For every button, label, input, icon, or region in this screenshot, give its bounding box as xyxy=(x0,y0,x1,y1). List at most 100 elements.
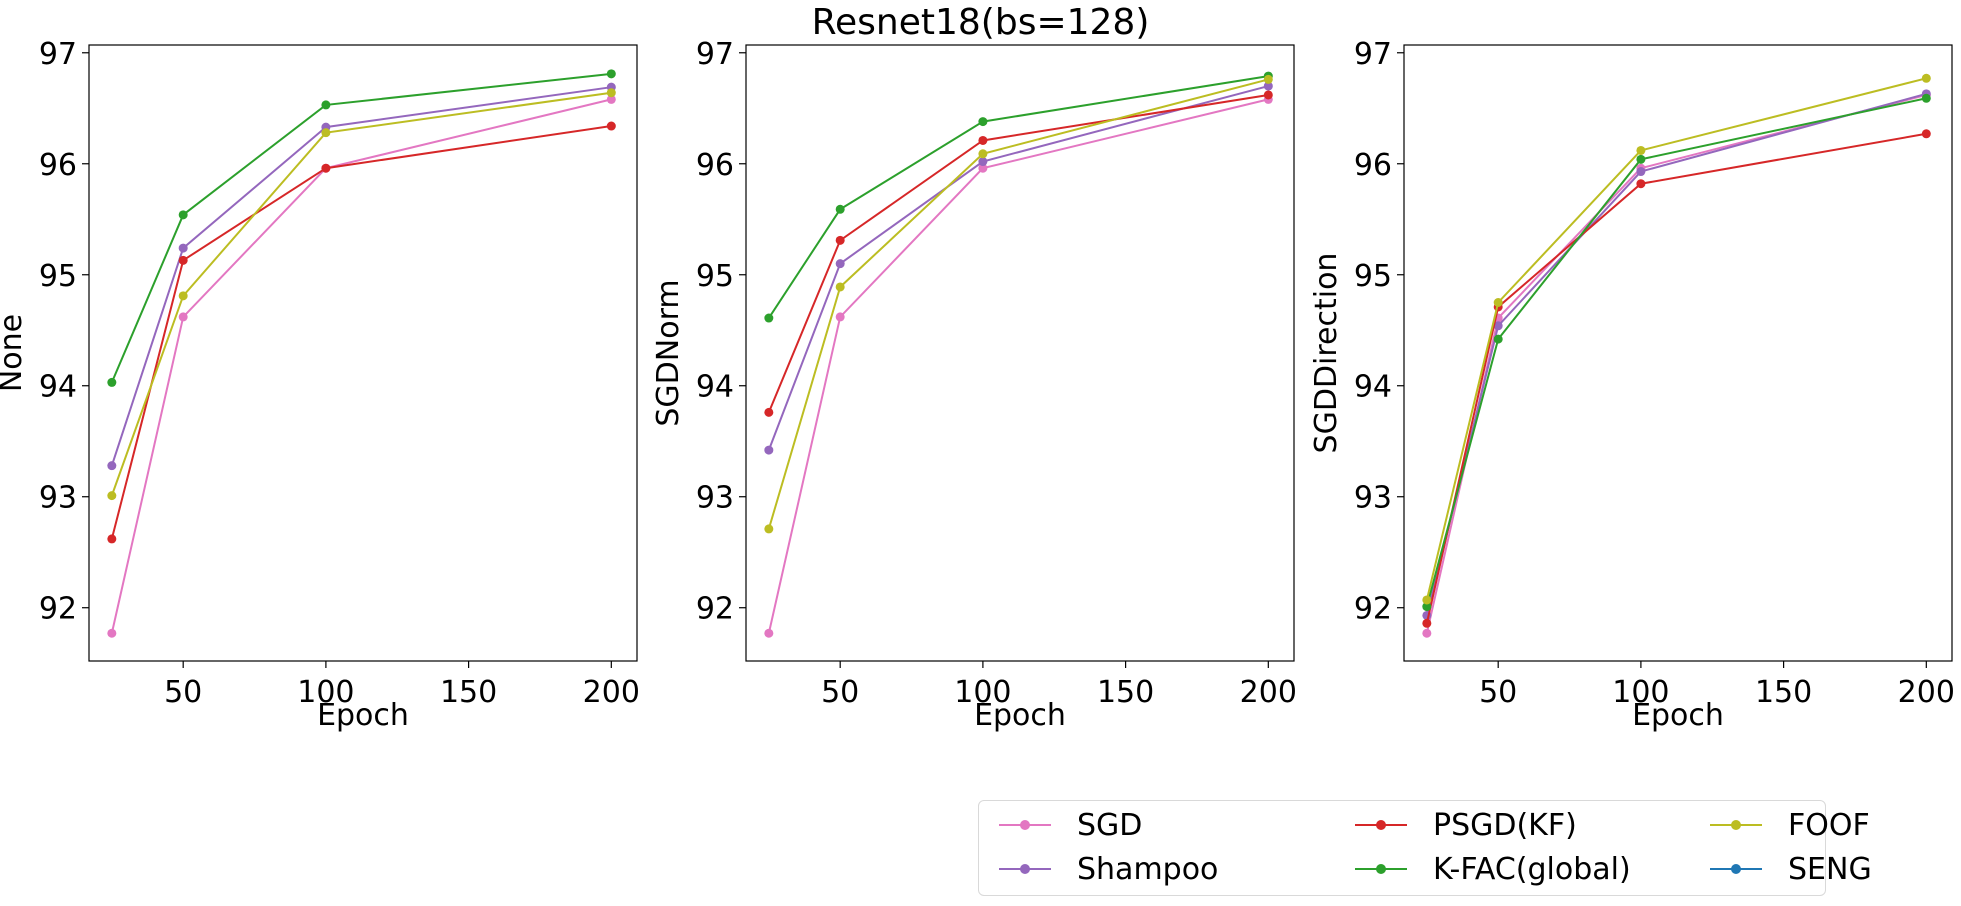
x-tick-label: 150 xyxy=(1755,675,1812,710)
y-tick-label: 92 xyxy=(39,592,77,627)
y-axis-label: None xyxy=(0,314,29,392)
series-line-FOOF xyxy=(767,78,1269,530)
data-point-PSGD(KF)-50 xyxy=(178,255,188,265)
series-line-PSGD(KF) xyxy=(767,93,1269,413)
data-point-K-FAC(global)-50 xyxy=(1493,334,1503,344)
data-point-Shampoo-25 xyxy=(107,461,117,471)
data-point-FOOF-200 xyxy=(1263,74,1273,84)
data-point-SGD-200 xyxy=(606,94,616,104)
legend-label: SGD xyxy=(1077,807,1143,843)
data-point-Shampoo-100 xyxy=(978,157,988,167)
series-line-PSGD(KF) xyxy=(110,125,612,540)
x-axis-label: Epoch xyxy=(1632,698,1724,733)
chart-panel-1: 50 100 150 200 92 93 94 95 96 97 Epoch None xyxy=(0,37,640,733)
data-point-PSGD(KF)-25 xyxy=(1422,618,1432,628)
data-point-FOOF-50 xyxy=(835,282,845,292)
data-point-Shampoo-100 xyxy=(1636,167,1646,177)
legend-swatch xyxy=(1343,805,1419,845)
data-point-Shampoo-50 xyxy=(178,243,188,253)
y-tick-label: 94 xyxy=(39,370,77,405)
y-tick-label: 95 xyxy=(1354,259,1392,294)
x-axis-label: Epoch xyxy=(317,698,409,733)
legend-item-K-FAC(global): K-FAC(global) xyxy=(1343,849,1631,889)
data-point-FOOF-100 xyxy=(321,128,331,138)
plot-frame xyxy=(88,44,638,662)
x-axis-label: Epoch xyxy=(974,698,1066,733)
series-line-FOOF xyxy=(110,91,612,496)
data-point-SGD-100 xyxy=(978,163,988,173)
series-line-Shampoo xyxy=(110,86,612,466)
data-point-SGD-25 xyxy=(107,628,117,638)
legend-label: K-FAC(global) xyxy=(1433,851,1631,887)
y-tick-label: 93 xyxy=(1354,481,1392,516)
data-point-PSGD(KF)-100 xyxy=(978,135,988,145)
legend-label: Shampoo xyxy=(1077,851,1219,887)
y-tick-label: 93 xyxy=(39,481,77,516)
data-point-K-FAC(global)-200 xyxy=(1921,93,1931,103)
y-tick-label: 97 xyxy=(1354,37,1392,72)
legend-item-Shampoo: Shampoo xyxy=(987,849,1218,889)
y-axis-label: SGDNorm xyxy=(651,279,686,426)
legend-label: SENG xyxy=(1788,851,1872,887)
x-tick-label: 50 xyxy=(1479,675,1517,710)
series-line-SGD xyxy=(1425,93,1927,634)
x-tick-label: 50 xyxy=(164,675,202,710)
x-tick-label: 200 xyxy=(1240,675,1297,710)
data-point-Shampoo-50 xyxy=(835,259,845,269)
data-point-PSGD(KF)-50 xyxy=(835,235,845,245)
x-tick-label: 100 xyxy=(297,675,354,710)
series-line-FOOF xyxy=(1425,77,1927,601)
data-point-K-FAC(global)-200 xyxy=(606,69,616,79)
data-point-PSGD(KF)-25 xyxy=(764,407,774,417)
data-point-FOOF-25 xyxy=(107,491,117,501)
series-line-K-FAC(global) xyxy=(1425,97,1927,607)
series-line-PSGD(KF) xyxy=(1425,132,1927,624)
y-tick-label: 96 xyxy=(696,148,734,183)
data-point-K-FAC(global)-50 xyxy=(178,210,188,220)
legend-swatch xyxy=(987,805,1063,845)
legend-swatch xyxy=(987,849,1063,889)
y-tick-label: 95 xyxy=(696,259,734,294)
data-point-K-FAC(global)-100 xyxy=(1636,154,1646,164)
data-point-K-FAC(global)-25 xyxy=(107,377,117,387)
data-point-SGD-50 xyxy=(835,312,845,322)
y-axis-label: SGDDirection xyxy=(1309,253,1344,454)
x-tick-label: 150 xyxy=(1097,675,1154,710)
data-point-FOOF-25 xyxy=(764,524,774,534)
data-point-FOOF-100 xyxy=(1636,145,1646,155)
x-tick-label: 50 xyxy=(821,675,859,710)
data-point-FOOF-200 xyxy=(1921,73,1931,83)
legend-swatch xyxy=(1343,849,1419,889)
y-tick-label: 96 xyxy=(39,148,77,183)
data-point-SGD-50 xyxy=(178,312,188,322)
y-tick-label: 97 xyxy=(39,37,77,72)
series-line-SGD xyxy=(110,98,612,634)
chart-panel-2: 50 100 150 200 92 93 94 95 96 97 Epoch SGDNorm xyxy=(651,37,1297,733)
plot-frame xyxy=(1403,44,1953,662)
y-tick-label: 94 xyxy=(696,370,734,405)
legend-item-PSGD(KF): PSGD(KF) xyxy=(1343,805,1577,845)
x-tick-label: 100 xyxy=(954,675,1011,710)
data-point-K-FAC(global)-25 xyxy=(764,313,774,323)
chart-panel-3: 50 100 150 200 92 93 94 95 96 97 Epoch SGDDirection xyxy=(1309,37,1955,733)
x-tick-label: 150 xyxy=(440,675,497,710)
y-tick-label: 93 xyxy=(696,481,734,516)
y-tick-label: 95 xyxy=(39,259,77,294)
data-point-FOOF-100 xyxy=(978,149,988,159)
figure-title: Resnet18(bs=128) xyxy=(811,2,1150,43)
plot-frame xyxy=(745,44,1295,662)
data-point-K-FAC(global)-100 xyxy=(978,117,988,127)
x-tick-label: 200 xyxy=(1898,675,1955,710)
data-point-Shampoo-25 xyxy=(764,445,774,455)
x-tick-label: 100 xyxy=(1612,675,1669,710)
series-line-SGD xyxy=(767,98,1269,634)
data-point-SGD-25 xyxy=(764,628,774,638)
series-line-Shampoo xyxy=(1425,92,1927,616)
legend-label: PSGD(KF) xyxy=(1433,807,1577,843)
data-point-SGD-25 xyxy=(1422,628,1432,638)
legend-swatch xyxy=(1698,849,1774,889)
legend-item-FOOF: FOOF xyxy=(1698,805,1870,845)
data-point-K-FAC(global)-50 xyxy=(835,204,845,214)
legend-item-SENG: SENG xyxy=(1698,849,1872,889)
